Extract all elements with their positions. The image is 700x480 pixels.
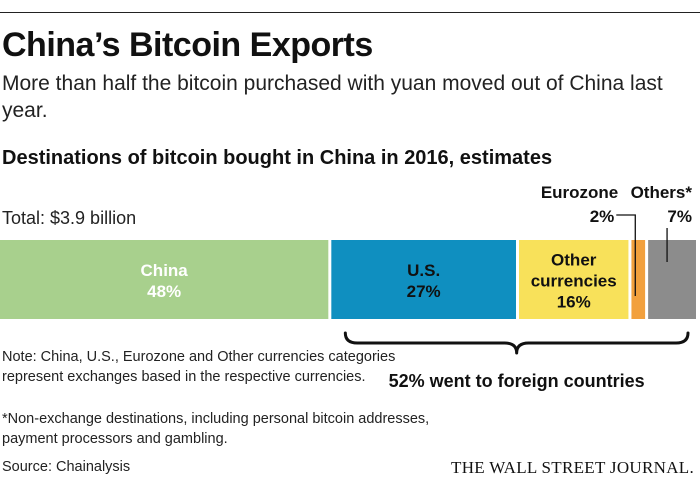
segment-value-u-s: 27% [407,282,441,301]
leader-line-eurozone [616,214,636,296]
segment-name-u-s: U.S. [407,261,440,280]
foreign-bracket [343,331,690,355]
bar-segment-eurozone [631,240,646,319]
chart-title: China’s Bitcoin Exports [2,26,373,64]
external-value-eurozone: 2% [590,207,615,226]
stacked-bar-chart: China 48% U.S. 27% Other currencies 16% Eurozon… [0,183,696,391]
segment-name-china: China [141,261,189,280]
external-value-others: 7% [667,207,692,226]
segment-name-other-currencies: Other [551,251,597,270]
external-label-eurozone: Eurozone [541,183,618,202]
segment-name-other-currencies: currencies [531,272,617,291]
bar-segment-others [648,240,696,319]
bracket-annotation: 52% went to foreign countries [389,371,645,391]
chart-heading: Destinations of bitcoin bought in China … [2,147,553,169]
top-rule [0,12,700,13]
chart-subtitle: More than half the bitcoin purchased wit… [2,72,663,122]
bar-segment-u-s [331,240,516,319]
source-text: Source: Chainalysis [2,459,131,475]
segment-value-other-currencies: 16% [557,293,591,312]
external-label-others: Others* [631,183,693,202]
total-label: Total: $3.9 billion [2,208,137,228]
publisher-credit: THE WALL STREET JOURNAL. [451,458,694,477]
bar-segment-china [0,240,329,319]
note-text: Note: China, U.S., Eurozone and Other cu… [2,349,396,385]
segment-value-china: 48% [147,282,181,301]
bar-segment-other-currencies [519,240,629,319]
footnote-text: *Non-exchange destinations, including pe… [2,411,430,447]
